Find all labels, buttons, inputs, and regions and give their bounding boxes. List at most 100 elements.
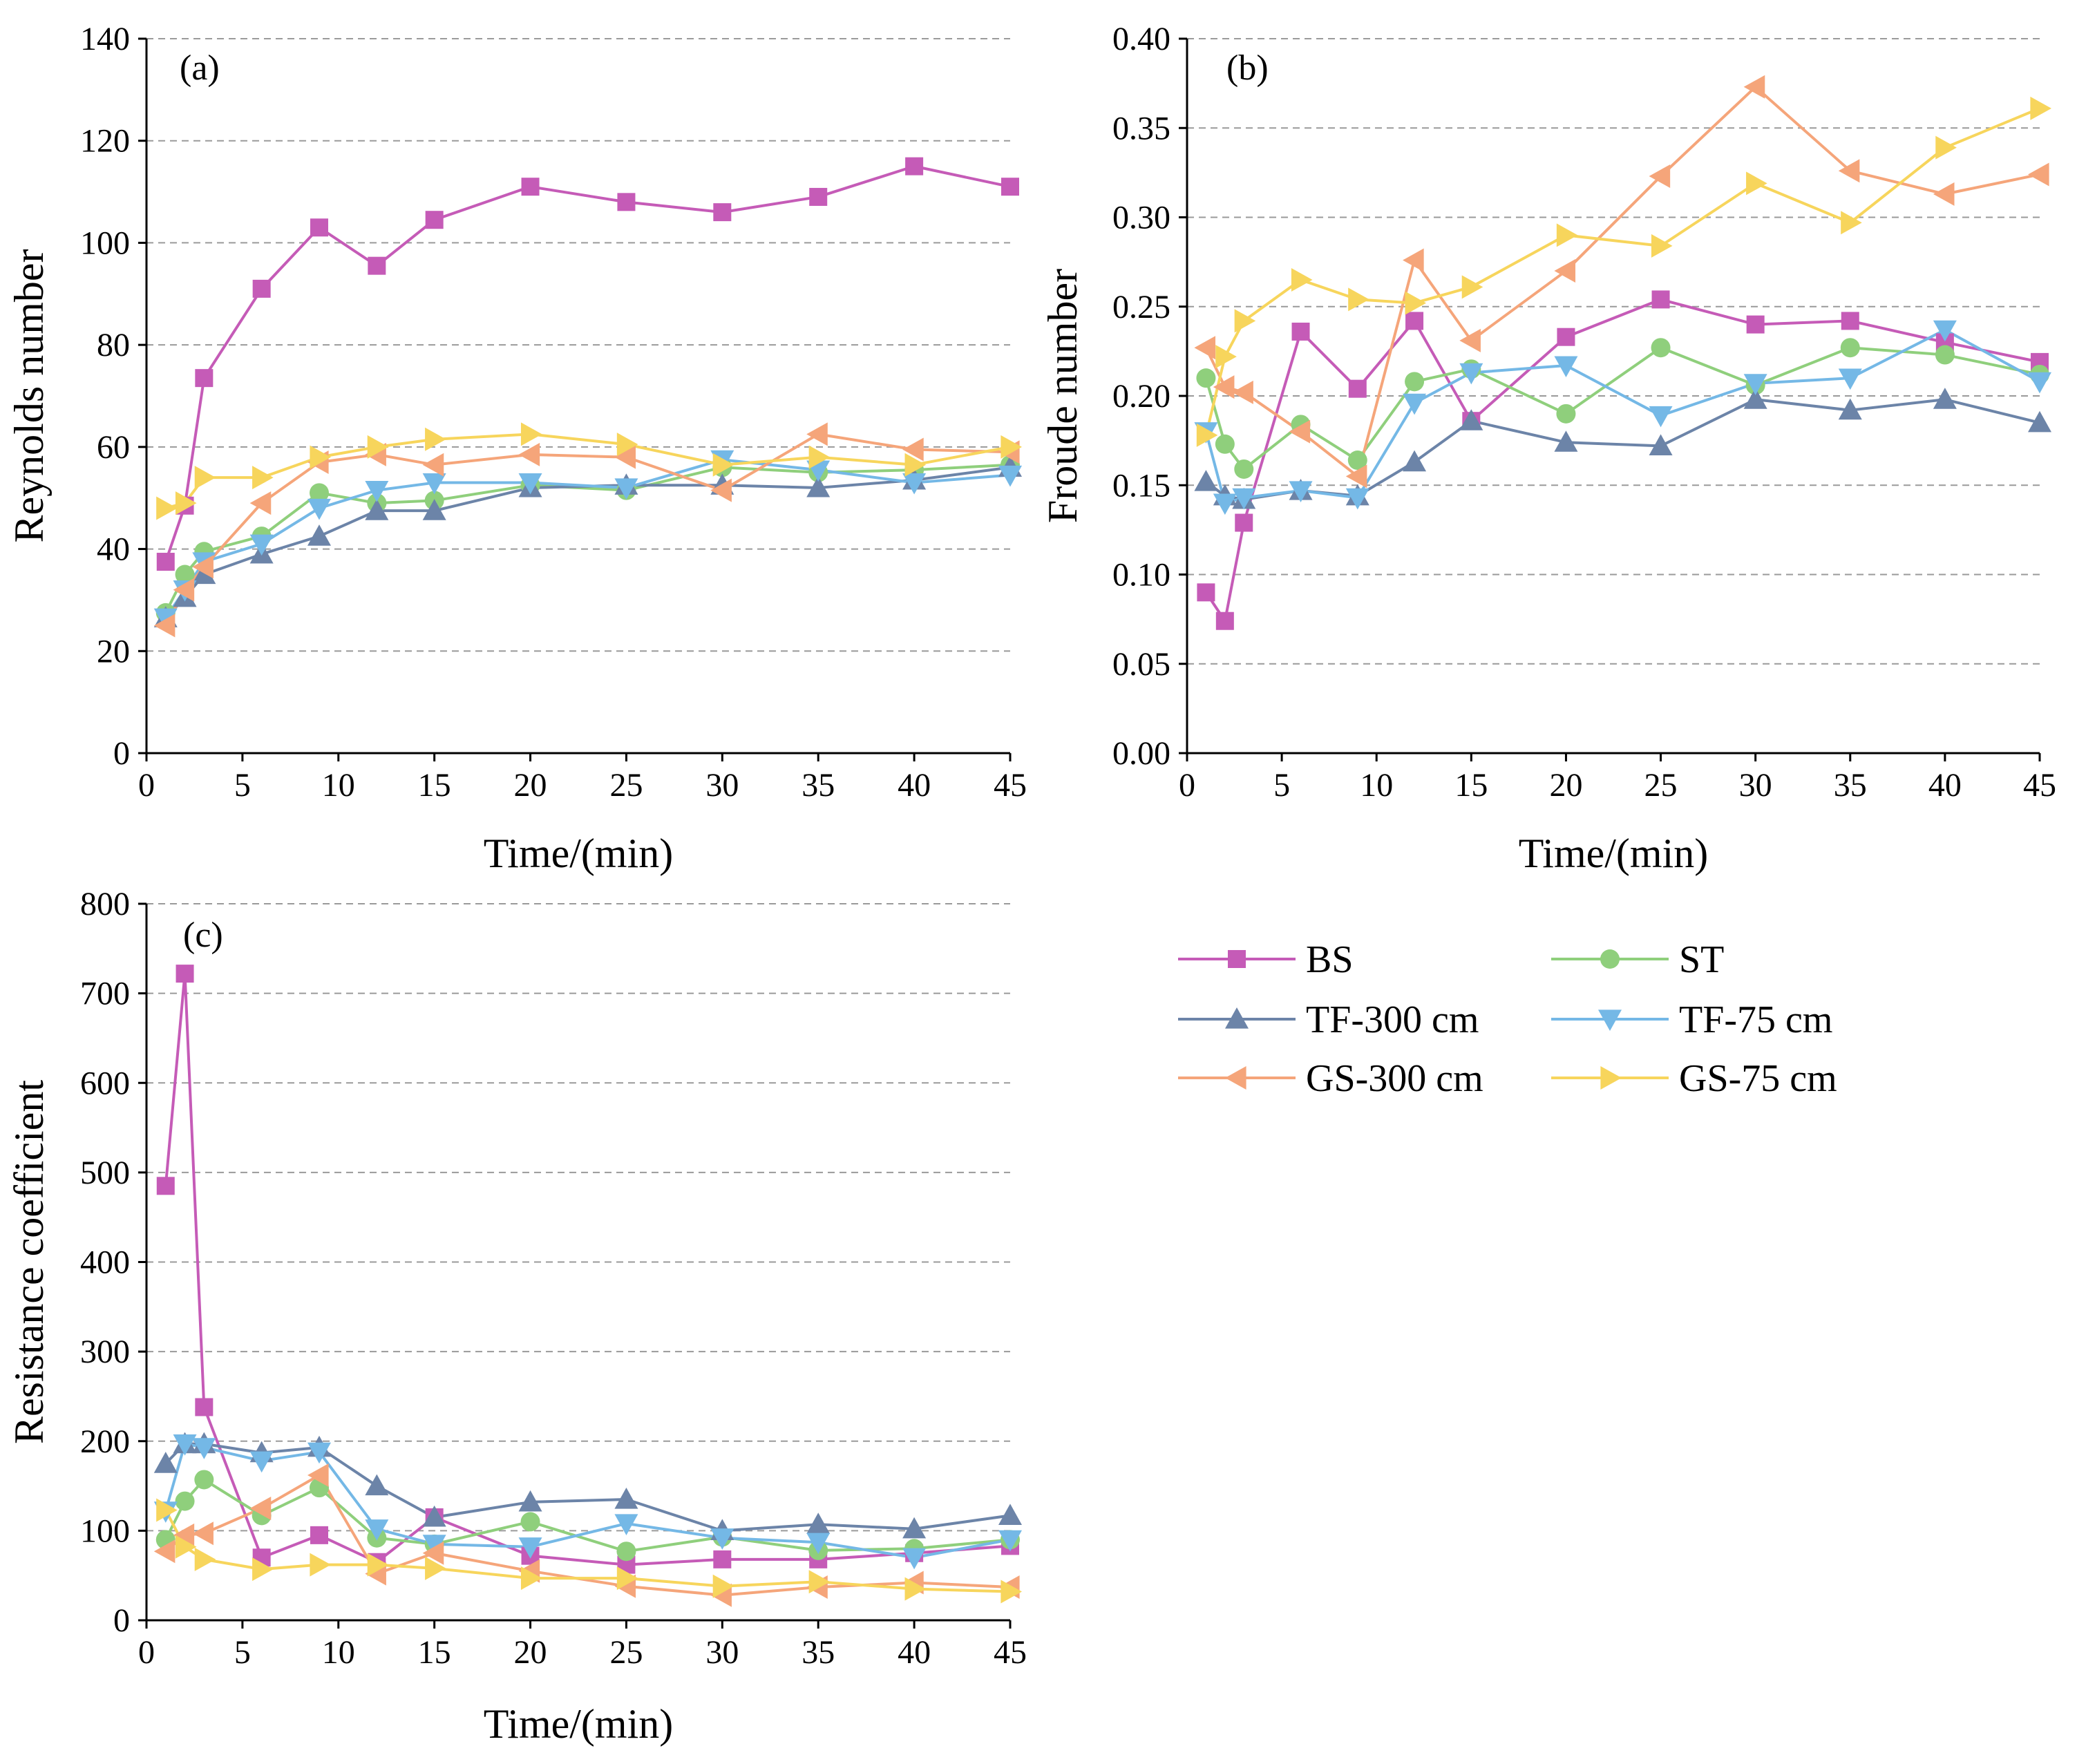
data-point-st: [1347, 451, 1367, 471]
legend-marker-gs-75-cm: [1600, 1066, 1622, 1090]
data-point-bs: [617, 193, 636, 211]
data-point-st: [616, 1542, 636, 1562]
data-point-tf-75-cm: [249, 534, 274, 556]
data-point-gs-300-cm: [518, 442, 540, 466]
data-point-gs-300-cm: [1649, 164, 1671, 189]
y-axis-title: Resistance coefficient: [6, 1080, 52, 1444]
data-point-tf-75-cm: [365, 481, 389, 502]
data-point-st: [1215, 434, 1235, 454]
data-point-tf-300-cm: [1743, 388, 1767, 409]
x-tick-label: 15: [418, 1634, 451, 1671]
data-point-tf-300-cm: [614, 1488, 638, 1509]
panel-c-resistance-chart: 0 5 10 15 20 25 30 35 40 45 0 100 200 300 400 500 600 700…: [6, 886, 1027, 1747]
data-point-gs-300-cm: [173, 578, 195, 602]
y-tick-label: 0: [113, 1602, 130, 1639]
y-tick-label: 0.10: [1112, 557, 1170, 594]
data-point-tf-75-cm: [365, 1519, 389, 1541]
x-axis-title: Time/(min): [484, 1701, 673, 1747]
x-tick-label: 30: [1739, 767, 1772, 804]
data-point-tf-300-cm: [998, 1504, 1022, 1525]
data-point-gs-75-cm: [1841, 211, 1862, 235]
x-tick-label: 5: [234, 1634, 251, 1671]
y-tick-label: 0.05: [1112, 646, 1170, 683]
panel-label: (c): [183, 916, 223, 955]
series-line-gs-75-cm: [164, 1509, 1011, 1593]
y-axis-title: Reynolds number: [6, 249, 52, 543]
x-tick-label: 25: [1644, 767, 1678, 804]
data-point-tf-75-cm: [710, 1528, 734, 1550]
x-tick-label: 20: [1549, 767, 1582, 804]
data-point-bs: [1651, 290, 1670, 309]
data-point-tf-300-cm: [1403, 450, 1427, 472]
panel-b-froude-chart: 0 5 10 15 20 25 30 35 40 45 0.00 0.05 0.10 0.15 0.20 0.…: [1040, 21, 2056, 876]
legend-label-gs-75-cm: GS-75 cm: [1679, 1057, 1837, 1100]
x-tick-label: 40: [898, 767, 931, 804]
y-tick-label: 100: [80, 1512, 130, 1549]
data-point-tf-75-cm: [422, 473, 446, 495]
data-point-gs-300-cm: [422, 453, 444, 477]
data-point-gs-75-cm: [1746, 171, 1767, 196]
legend-marker-st: [1600, 949, 1620, 969]
x-tick-label: 0: [1179, 767, 1195, 804]
data-point-gs-300-cm: [249, 1496, 272, 1520]
data-point-tf-75-cm: [806, 1533, 831, 1555]
data-point-gs-75-cm: [252, 466, 274, 490]
data-point-tf-300-cm: [365, 1474, 389, 1496]
data-point-tf-300-cm: [422, 1505, 446, 1527]
data-point-gs-300-cm: [153, 1539, 176, 1564]
x-tick-label: 45: [2023, 767, 2056, 804]
data-point-st: [1840, 338, 1860, 358]
x-tick-label: 10: [1360, 767, 1393, 804]
data-point-gs-75-cm: [904, 453, 927, 477]
data-point-gs-300-cm: [153, 614, 176, 638]
legend-label-gs-300-cm: GS-300 cm: [1306, 1057, 1483, 1100]
data-point-bs: [1841, 312, 1859, 330]
data-point-tf-75-cm: [1403, 393, 1427, 415]
y-tick-label: 0.40: [1112, 21, 1170, 57]
data-point-tf-75-cm: [2028, 372, 2051, 394]
data-point-tf-75-cm: [307, 498, 331, 520]
data-point-tf-75-cm: [1838, 368, 1862, 390]
y-tick-label: 60: [97, 429, 130, 466]
data-point-gs-75-cm: [1556, 223, 1578, 247]
x-tick-label: 0: [138, 767, 155, 804]
data-point-gs-300-cm: [1289, 419, 1311, 444]
data-point-gs-75-cm: [1000, 435, 1022, 459]
data-point-gs-75-cm: [310, 445, 331, 469]
data-point-gs-75-cm: [904, 1577, 927, 1601]
y-tick-label: 100: [80, 225, 130, 261]
x-axis-title: Time/(min): [1519, 831, 1708, 876]
data-point-st: [1196, 368, 1216, 388]
y-tick-label: 40: [97, 531, 130, 568]
data-point-tf-75-cm: [1649, 406, 1673, 428]
data-point-bs: [713, 1550, 732, 1568]
data-point-gs-75-cm: [1348, 287, 1369, 312]
data-point-gs-300-cm: [2028, 162, 2049, 187]
data-point-gs-75-cm: [1291, 267, 1313, 292]
x-tick-label: 30: [705, 1634, 739, 1671]
x-tick-label: 20: [514, 1634, 547, 1671]
data-point-bs: [310, 218, 328, 237]
x-axis-title: Time/(min): [484, 831, 673, 876]
data-point-gs-75-cm: [616, 433, 638, 457]
data-point-tf-75-cm: [1345, 488, 1369, 510]
data-point-gs-75-cm: [156, 1498, 178, 1522]
series-line-bs: [164, 972, 1011, 1566]
data-point-gs-300-cm: [1194, 336, 1216, 360]
y-tick-label: 300: [80, 1334, 130, 1370]
legend-label-bs: BS: [1306, 938, 1354, 981]
y-tick-label: 800: [80, 886, 130, 922]
data-point-st: [1651, 338, 1671, 358]
data-point-gs-300-cm: [173, 1523, 195, 1547]
data-point-tf-75-cm: [1554, 356, 1578, 378]
data-point-st: [194, 1470, 214, 1490]
data-point-gs-75-cm: [808, 445, 831, 469]
data-point-tf-75-cm: [249, 1451, 274, 1473]
data-point-tf-75-cm: [614, 478, 638, 500]
x-tick-label: 25: [609, 1634, 643, 1671]
y-tick-label: 20: [97, 633, 130, 670]
y-tick-label: 700: [80, 976, 130, 1012]
y-tick-label: 0.30: [1112, 200, 1170, 236]
data-point-tf-75-cm: [1743, 374, 1767, 395]
data-point-tf-75-cm: [998, 465, 1022, 487]
